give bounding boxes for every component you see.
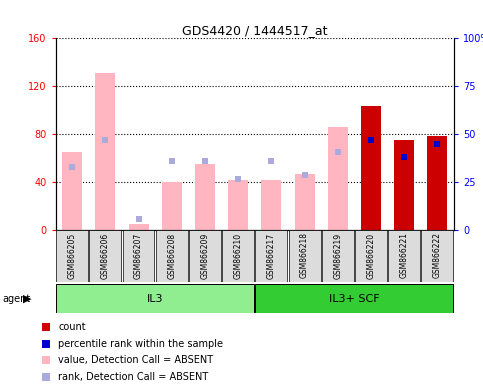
Text: agent: agent [2,294,30,304]
Bar [256,230,287,282]
Bar [328,127,348,230]
Text: GSM866222: GSM866222 [433,232,442,278]
Title: GDS4420 / 1444517_at: GDS4420 / 1444517_at [182,24,327,37]
Text: count: count [58,322,86,332]
Bar [195,164,215,230]
Text: rank, Detection Call = ABSENT: rank, Detection Call = ABSENT [58,372,209,382]
Bar [256,284,454,313]
Bar [361,106,381,230]
Bar [95,73,115,230]
Bar [388,230,420,282]
Bar [62,152,82,230]
Text: percentile rank within the sample: percentile rank within the sample [58,339,223,349]
Bar [56,230,88,282]
Bar [128,224,149,230]
Bar [295,174,314,230]
Bar [261,180,281,230]
Text: GSM866219: GSM866219 [333,232,342,279]
Bar [56,284,254,313]
Text: IL3+ SCF: IL3+ SCF [329,293,380,304]
Text: ▶: ▶ [23,294,32,304]
Text: GSM866217: GSM866217 [267,232,276,279]
Text: GSM866218: GSM866218 [300,232,309,278]
Bar [162,182,182,230]
Bar [289,230,321,282]
Bar [394,141,414,230]
Text: GSM866207: GSM866207 [134,232,143,279]
Text: GSM866209: GSM866209 [200,232,210,279]
Text: GSM866206: GSM866206 [101,232,110,279]
Text: GSM866221: GSM866221 [400,232,409,278]
Text: GSM866220: GSM866220 [367,232,375,279]
Bar [355,230,387,282]
Bar [222,230,254,282]
Bar [422,230,454,282]
Bar [427,136,447,230]
Text: value, Detection Call = ABSENT: value, Detection Call = ABSENT [58,356,213,366]
Bar [156,230,188,282]
Bar [189,230,221,282]
Text: GSM866205: GSM866205 [68,232,77,279]
Bar [89,230,121,282]
Bar [322,230,354,282]
Text: IL3: IL3 [147,293,163,304]
Text: GSM866208: GSM866208 [167,232,176,279]
Text: GSM866210: GSM866210 [234,232,242,279]
Bar [123,230,155,282]
Bar [228,180,248,230]
